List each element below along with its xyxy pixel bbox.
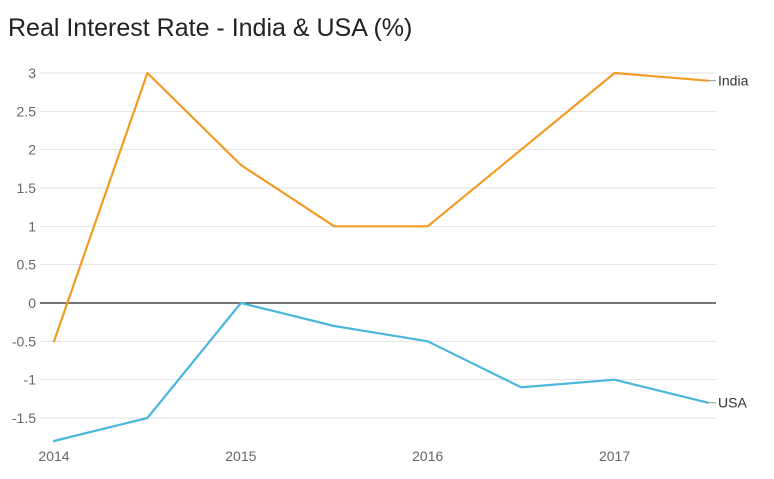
y-tick-label: -1.5 (12, 410, 36, 426)
x-axis-labels: 2014 2015 2016 2017 (38, 448, 630, 464)
y-tick-label: 3 (28, 65, 36, 81)
y-tick-label: 0.5 (17, 257, 37, 273)
y-tick-label: 2 (28, 142, 36, 158)
grid-lines (40, 72, 716, 419)
x-tick-label: 2015 (225, 448, 256, 464)
y-axis-labels: 3 2.5 2 1.5 1 0.5 0 -0.5 -1 -1.5 (12, 65, 36, 426)
y-tick-label: 1 (28, 218, 36, 234)
series-line-india (52, 71, 710, 343)
series-line-usa (52, 301, 710, 443)
y-tick-label: -0.5 (12, 333, 36, 349)
y-tick-label: 1.5 (17, 180, 37, 196)
y-tick-label: 0 (28, 295, 36, 311)
x-tick-label: 2017 (599, 448, 630, 464)
chart-title: Real Interest Rate - India & USA (%) (8, 14, 413, 42)
series-lines (52, 71, 710, 443)
series-label-usa: USA (718, 395, 747, 411)
x-tick-label: 2014 (38, 448, 69, 464)
series-label-india: India (718, 73, 749, 89)
y-tick-label: 2.5 (17, 103, 37, 119)
y-tick-label: -1 (24, 372, 37, 388)
series-labels: India USA (708, 73, 749, 411)
x-tick-label: 2016 (412, 448, 443, 464)
